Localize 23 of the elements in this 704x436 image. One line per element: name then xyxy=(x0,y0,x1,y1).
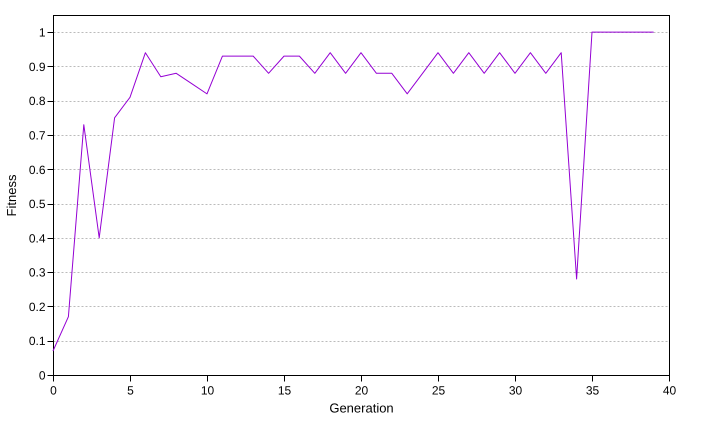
x-tick-label: 5 xyxy=(127,384,134,398)
x-tick-label: 30 xyxy=(508,384,522,398)
y-tick-label: 0.3 xyxy=(28,266,46,280)
x-tick-label: 25 xyxy=(432,384,446,398)
y-tick-label: 0.6 xyxy=(28,162,46,177)
x-axis-title: Generation xyxy=(329,400,394,416)
y-tick-label: 0.4 xyxy=(28,231,46,246)
x-tick-label: 35 xyxy=(586,384,600,398)
y-tick-label: 1 xyxy=(38,26,46,40)
y-tick-label: 0.2 xyxy=(28,300,46,314)
y-tick-label: 0.5 xyxy=(28,197,46,212)
x-tick-label: 40 xyxy=(662,384,676,398)
y-tick-label: 0 xyxy=(38,368,46,382)
x-tick-label: 20 xyxy=(354,384,368,398)
x-tick-label: 10 xyxy=(200,384,214,398)
y-tick-label: 0.1 xyxy=(28,334,46,348)
y-tick-label: 0.8 xyxy=(28,94,46,108)
x-tick-label: 0 xyxy=(50,384,58,398)
y-tick-label: 0.7 xyxy=(28,128,46,142)
x-tick-label: 15 xyxy=(278,384,292,398)
y-axis-title: Fitness xyxy=(4,174,19,216)
y-tick-label: 0.9 xyxy=(28,60,46,74)
line-series xyxy=(52,32,654,352)
